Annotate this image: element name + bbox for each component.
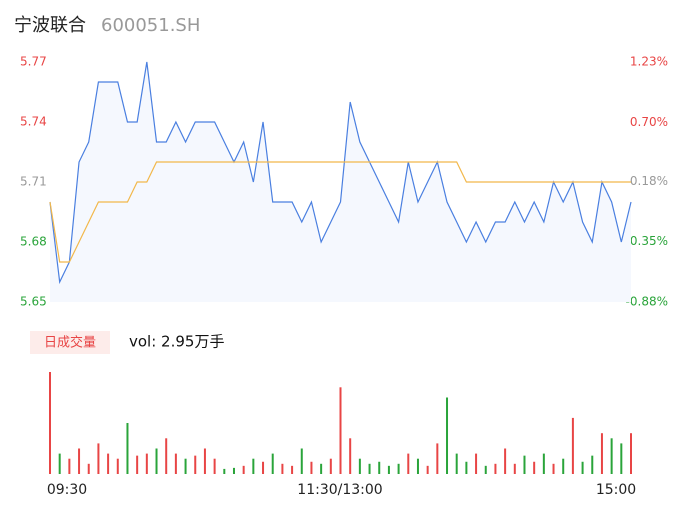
volume-bar [397, 463, 400, 474]
volume-bar [271, 453, 274, 474]
volume-bar [329, 458, 332, 474]
series-line [49, 161, 631, 263]
volume-bar [436, 443, 439, 474]
volume-bar [494, 463, 497, 474]
volume-bar [126, 423, 129, 474]
volume-text: vol: 2.95万手 [129, 333, 224, 351]
y-tick-label: 5.65 [20, 295, 47, 309]
volume-bar [262, 461, 265, 474]
y2-tick-label: -0.88% [626, 295, 668, 309]
stock-name: 宁波联合 [14, 15, 86, 36]
volume-bar [533, 461, 536, 474]
volume-bar [504, 448, 507, 474]
volume-bar [630, 433, 632, 474]
volume-bar [58, 453, 61, 474]
volume-bar [145, 453, 148, 474]
volume-bar [620, 443, 623, 474]
volume-bar [581, 461, 584, 474]
volume-bar [87, 463, 90, 474]
y-tick-label: 5.74 [20, 115, 47, 129]
volume-bar [416, 458, 419, 474]
x-tick-label: 11:30/13:00 [297, 482, 382, 498]
volume-bar [542, 453, 545, 474]
volume-bar [310, 461, 313, 474]
volume-bar [407, 453, 410, 474]
volume-bar [562, 458, 565, 474]
volume-bar [465, 461, 468, 474]
volume-bar [475, 453, 478, 474]
volume-bar [378, 461, 381, 474]
volume-bar [116, 458, 119, 474]
y-tick-label: 5.68 [20, 235, 47, 249]
series-line [49, 61, 632, 285]
volume-bar [339, 387, 342, 474]
volume-bar [107, 453, 110, 474]
volume-bar [552, 463, 555, 474]
volume-bar [155, 448, 158, 474]
y2-tick-label: 0.18% [630, 174, 668, 188]
volume-bar [484, 465, 487, 474]
x-tick-label: 15:00 [596, 482, 636, 498]
volume-bar [281, 463, 284, 474]
y2-tick-label: 0.70% [630, 115, 668, 129]
volume-bar [252, 458, 255, 474]
volume-bar [68, 458, 71, 474]
volume-bar [213, 458, 216, 474]
volume-bar [455, 453, 458, 474]
volume-bar [387, 465, 390, 474]
volume-bar [571, 417, 574, 474]
y-tick-label: 5.71 [20, 175, 47, 189]
x-tick-label: 09:30 [47, 482, 87, 498]
volume-bar [446, 397, 449, 474]
volume-bar [368, 463, 371, 474]
volume-bar [291, 465, 294, 474]
volume-bar [97, 443, 100, 474]
volume-bar [203, 448, 206, 474]
volume-bar [184, 458, 187, 474]
volume-bar [358, 458, 361, 474]
stock-code: 600051.SH [101, 15, 200, 36]
y2-tick-label: -0.35% [626, 234, 668, 248]
volume-bar [600, 433, 603, 474]
volume-bar [523, 455, 526, 474]
volume-bar [591, 455, 594, 474]
volume-button[interactable] [30, 331, 110, 354]
volume-bar [194, 455, 197, 474]
volume-bar [610, 438, 613, 474]
volume-bar [242, 465, 245, 474]
volume-bar [426, 465, 429, 474]
y-tick-label: 5.77 [20, 55, 47, 69]
volume-bar [320, 463, 323, 474]
volume-bar [513, 463, 516, 474]
volume-bar [78, 448, 81, 474]
volume-bar [232, 467, 235, 474]
volume-bar [136, 455, 139, 474]
volume-bar [223, 468, 226, 474]
y2-tick-label: 1.23% [630, 55, 668, 69]
volume-bar [49, 372, 51, 474]
volume-bar [174, 453, 177, 474]
volume-bar [300, 448, 303, 474]
volume-bar [349, 438, 352, 474]
volume-bar [165, 438, 168, 474]
volume-button-label[interactable]: 日成交量 [44, 335, 96, 351]
